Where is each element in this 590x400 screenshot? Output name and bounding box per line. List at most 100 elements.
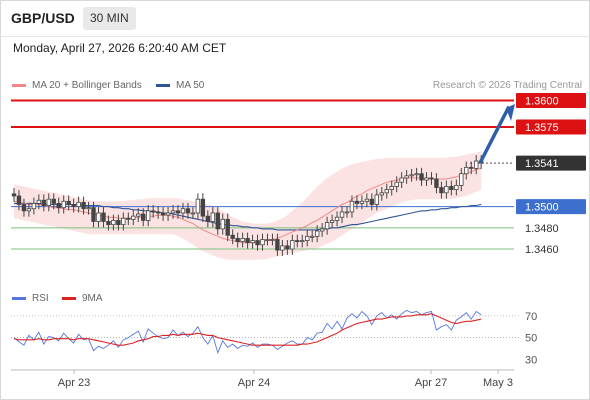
candle-body — [285, 245, 290, 250]
candle-body — [469, 166, 474, 169]
candle-body — [295, 240, 300, 243]
candle-body — [255, 240, 260, 246]
rsi-ma-line — [13, 313, 482, 346]
candle-body — [165, 212, 171, 216]
candle-body — [126, 217, 131, 220]
rsi-line — [13, 309, 482, 355]
credit-label: Research © 2026 Trading Central — [432, 80, 582, 91]
level-tag-1.3541 — [516, 155, 586, 171]
candle-body — [374, 194, 380, 205]
ma50-swatch — [156, 83, 170, 87]
rsi-tick-30: 30 — [525, 354, 537, 366]
candle-body — [329, 219, 335, 223]
candle-body — [41, 199, 47, 206]
candle-body — [91, 207, 96, 222]
header-bar: GBP/USD 30 MIN — [0, 0, 590, 37]
candle-body — [454, 184, 459, 191]
candle-body — [300, 240, 305, 243]
candle-body — [459, 173, 464, 186]
candle-body — [364, 198, 370, 202]
projection-arrow-head — [506, 104, 515, 121]
candle-body — [121, 217, 126, 226]
x-tick-label: Apr 27 — [415, 377, 447, 389]
candle-body — [36, 199, 42, 204]
candle-body — [51, 198, 56, 204]
candle-body — [26, 208, 32, 212]
candle-body — [145, 210, 151, 221]
ma20-swatch — [12, 83, 26, 87]
timeframe-button[interactable]: 30 MIN — [83, 7, 136, 30]
candle-body — [354, 200, 360, 204]
x-tick-label: May 3 — [483, 377, 513, 389]
candle-body — [11, 193, 17, 197]
level-tag-1.3575 — [516, 119, 586, 135]
candle-body — [185, 208, 191, 214]
legend-ma50: MA 50 — [156, 80, 204, 91]
candle-body — [389, 186, 394, 191]
candle-body — [444, 186, 449, 194]
candle-body — [309, 235, 315, 238]
candle-body — [180, 208, 186, 214]
candle-body — [81, 201, 86, 210]
candle-body — [424, 177, 429, 181]
candle-body — [270, 239, 275, 241]
candle-body — [96, 212, 101, 222]
candle-body — [86, 207, 91, 210]
candle-body — [240, 238, 245, 243]
x-tick-label: Apr 23 — [58, 377, 90, 389]
candle-body — [305, 235, 310, 241]
candle-body — [66, 200, 71, 205]
candle-body — [71, 204, 76, 208]
level-label-1.3541: 1.3541 — [525, 158, 559, 170]
candle-body — [344, 211, 350, 214]
candle-body — [150, 210, 156, 213]
symbol-title: GBP/USD — [11, 10, 75, 26]
level-label-1.3600: 1.3600 — [525, 95, 559, 107]
candle-body — [101, 212, 106, 222]
candle-body — [319, 228, 325, 232]
candle-body — [349, 200, 355, 213]
candle-body — [474, 160, 479, 169]
legend-ma50-label: MA 50 — [176, 80, 205, 91]
candle-body — [235, 238, 240, 243]
candle-body — [399, 177, 404, 183]
candle-body — [21, 204, 27, 212]
candle-body — [245, 238, 250, 244]
level-label-1.3575: 1.3575 — [525, 122, 559, 134]
level-tag-1.3600 — [516, 92, 586, 108]
candle-body — [16, 195, 22, 205]
candle-body — [359, 200, 365, 204]
candle-body — [384, 189, 389, 194]
rsi-tick-70: 70 — [525, 311, 537, 323]
candle-body — [210, 212, 215, 222]
legend-rsi-label: RSI — [32, 293, 49, 304]
rsi-swatch — [12, 296, 26, 300]
candle-body — [409, 174, 414, 177]
candle-body — [334, 216, 340, 221]
candle-body — [404, 175, 409, 179]
candle-body — [190, 212, 196, 215]
candle-body — [225, 218, 230, 236]
candle-body — [61, 200, 66, 209]
legend-9ma: 9MA — [62, 293, 103, 304]
level-label-1.3460: 1.3460 — [525, 244, 559, 256]
ma9-swatch — [62, 296, 76, 300]
candle-body — [260, 239, 265, 246]
ma50-line — [14, 202, 482, 231]
legend-ma20-label: MA 20 + Bollinger Bands — [32, 80, 142, 91]
candle-body — [290, 240, 295, 250]
candle-body — [449, 186, 454, 191]
candle-body — [379, 192, 384, 196]
candle-body — [170, 210, 176, 214]
candle-body — [205, 215, 211, 222]
level-tag-1.3500 — [516, 199, 586, 215]
candle-body — [160, 212, 166, 216]
candle-body — [464, 166, 469, 175]
candle-body — [369, 198, 375, 205]
candle-body — [76, 201, 81, 208]
datetime-label: Monday, April 27, 2026 6:20:40 AM CET — [13, 41, 227, 55]
candle-body — [230, 234, 235, 239]
legend-9ma-label: 9MA — [82, 293, 103, 304]
legend-ma20: MA 20 + Bollinger Bands — [12, 80, 142, 91]
